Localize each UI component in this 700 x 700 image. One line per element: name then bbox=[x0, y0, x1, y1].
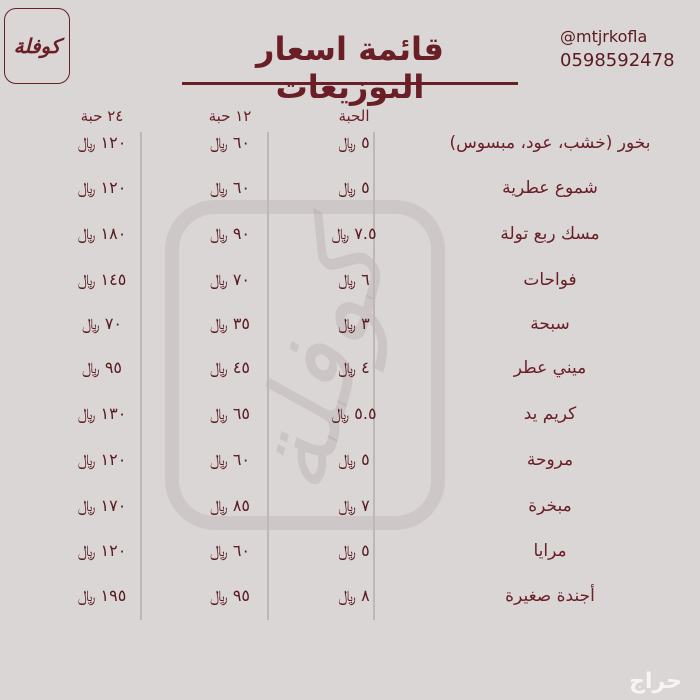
price-12-pieces: ٦٠ ﷼ bbox=[210, 450, 250, 469]
price-12-pieces: ٧٠ ﷼ bbox=[210, 270, 250, 289]
price-single: ٥.٥ ﷼ bbox=[331, 404, 377, 423]
table-row: ١٣٠ ﷼ ٦٥ ﷼ ٥.٥ ﷼ كريم يد bbox=[0, 404, 700, 434]
price-single: ٥ ﷼ bbox=[338, 450, 370, 469]
header-single-piece: الحبة bbox=[338, 107, 370, 125]
item-name: بخور (خشب، عود، مبسوس) bbox=[449, 133, 651, 153]
price-12-pieces: ٩٥ ﷼ bbox=[210, 586, 250, 605]
table-row: ٧٠ ﷼ ٣٥ ﷼ ٣ ﷼ سبحة bbox=[0, 314, 700, 344]
price-24-pieces: ١٨٠ ﷼ bbox=[77, 224, 127, 243]
item-name: أجندة صغيرة bbox=[505, 586, 595, 606]
price-12-pieces: ٩٠ ﷼ bbox=[210, 224, 250, 243]
price-single: ٧.٥ ﷼ bbox=[331, 224, 377, 243]
price-24-pieces: ٩٥ ﷼ bbox=[82, 358, 122, 377]
table-row: ١٢٠ ﷼ ٦٠ ﷼ ٥ ﷼ شموع عطرية bbox=[0, 178, 700, 208]
item-name: فواحات bbox=[523, 270, 577, 290]
column-divider bbox=[267, 132, 269, 620]
header-12-pieces: ١٢ حبة bbox=[208, 107, 252, 125]
page-title: قائمة اسعار التوزيعات bbox=[256, 30, 444, 106]
item-name: مسك ربع تولة bbox=[500, 224, 600, 244]
table-row: ١٩٥ ﷼ ٩٥ ﷼ ٨ ﷼ أجندة صغيرة bbox=[0, 586, 700, 616]
price-12-pieces: ٦٠ ﷼ bbox=[210, 178, 250, 197]
price-single: ٦ ﷼ bbox=[338, 270, 370, 289]
phone-number: 0598592478 bbox=[560, 50, 675, 71]
price-24-pieces: ١٢٠ ﷼ bbox=[77, 541, 127, 560]
price-12-pieces: ٦٠ ﷼ bbox=[210, 133, 250, 152]
table-row: ٩٥ ﷼ ٤٥ ﷼ ٤ ﷼ ميني عطر bbox=[0, 358, 700, 388]
watermark-frame bbox=[165, 200, 445, 530]
price-24-pieces: ١٤٥ ﷼ bbox=[77, 270, 127, 289]
item-name: مرايا bbox=[533, 541, 567, 561]
item-name: سبحة bbox=[530, 314, 570, 334]
item-name: كريم يد bbox=[523, 404, 577, 424]
price-single: ٥ ﷼ bbox=[338, 178, 370, 197]
price-24-pieces: ١٣٠ ﷼ bbox=[77, 404, 127, 423]
table-row: ١٨٠ ﷼ ٩٠ ﷼ ٧.٥ ﷼ مسك ربع تولة bbox=[0, 224, 700, 254]
price-24-pieces: ١٧٠ ﷼ bbox=[77, 496, 127, 515]
price-single: ٨ ﷼ bbox=[338, 586, 370, 605]
item-name: مروحة bbox=[526, 450, 574, 470]
price-24-pieces: ١٢٠ ﷼ bbox=[77, 450, 127, 469]
table-row: ١٢٠ ﷼ ٦٠ ﷼ ٥ ﷼ بخور (خشب، عود، مبسوس) bbox=[0, 133, 700, 163]
title-underline bbox=[182, 82, 518, 85]
column-divider bbox=[373, 132, 375, 620]
header-24-pieces: ٢٤ حبة bbox=[80, 107, 124, 125]
column-divider bbox=[140, 132, 142, 620]
table-row: ١٢٠ ﷼ ٦٠ ﷼ ٥ ﷼ مروحة bbox=[0, 450, 700, 480]
price-single: ٥ ﷼ bbox=[338, 133, 370, 152]
price-12-pieces: ٣٥ ﷼ bbox=[210, 314, 250, 333]
table-row: ١٢٠ ﷼ ٦٠ ﷼ ٥ ﷼ مرايا bbox=[0, 541, 700, 571]
social-handle: @mtjrkofla bbox=[560, 27, 648, 46]
price-single: ٤ ﷼ bbox=[338, 358, 370, 377]
item-name: ميني عطر bbox=[513, 358, 587, 378]
price-single: ٣ ﷼ bbox=[338, 314, 370, 333]
price-24-pieces: ١٩٥ ﷼ bbox=[77, 586, 127, 605]
price-single: ٧ ﷼ bbox=[338, 496, 370, 515]
price-12-pieces: ٦٠ ﷼ bbox=[210, 541, 250, 560]
price-12-pieces: ٦٥ ﷼ bbox=[210, 404, 250, 423]
price-24-pieces: ٧٠ ﷼ bbox=[82, 314, 122, 333]
price-single: ٥ ﷼ bbox=[338, 541, 370, 560]
price-12-pieces: ٨٥ ﷼ bbox=[210, 496, 250, 515]
table-row: ١٧٠ ﷼ ٨٥ ﷼ ٧ ﷼ مبخرة bbox=[0, 496, 700, 526]
table-row: ١٤٥ ﷼ ٧٠ ﷼ ٦ ﷼ فواحات bbox=[0, 270, 700, 300]
price-24-pieces: ١٢٠ ﷼ bbox=[77, 178, 127, 197]
site-watermark: حراج bbox=[629, 669, 682, 694]
price-12-pieces: ٤٥ ﷼ bbox=[210, 358, 250, 377]
brand-logo: كوفلة bbox=[4, 8, 70, 84]
item-name: شموع عطرية bbox=[502, 178, 598, 198]
item-name: مبخرة bbox=[528, 496, 572, 516]
price-24-pieces: ١٢٠ ﷼ bbox=[77, 133, 127, 152]
